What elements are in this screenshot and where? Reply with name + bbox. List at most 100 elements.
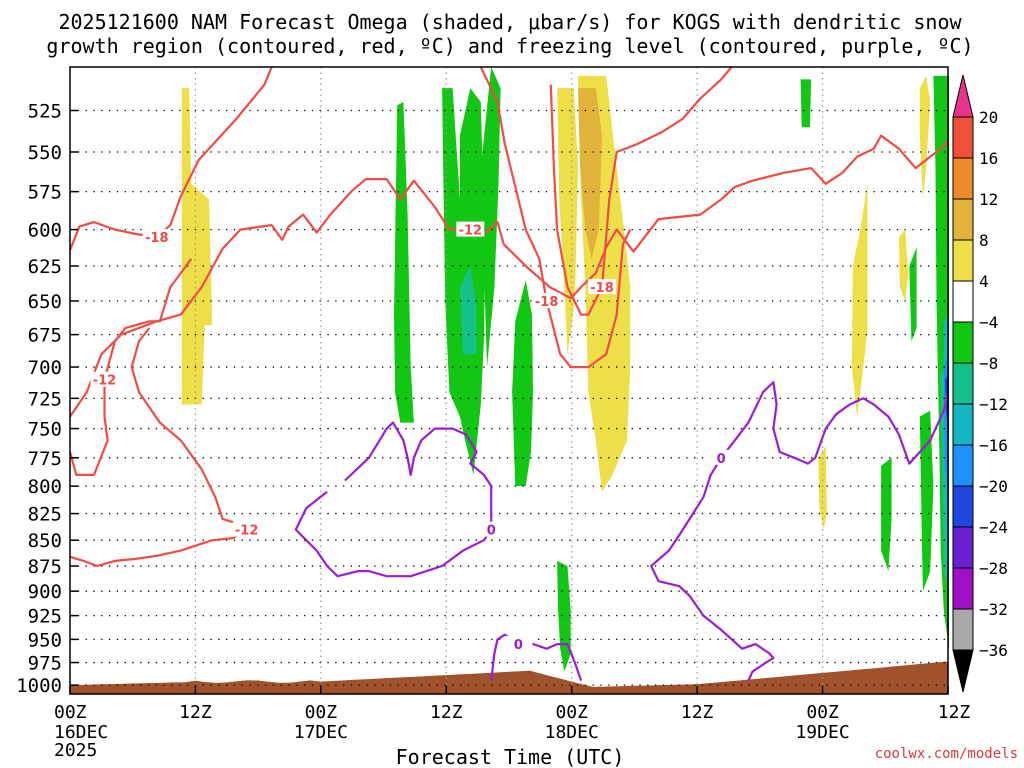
omega-patch <box>919 410 934 592</box>
colorbar-band <box>952 321 974 364</box>
y-tick-label: 775 <box>28 448 62 470</box>
colorbar-label: 4 <box>979 272 989 291</box>
omega-shading <box>181 67 949 672</box>
ground-surface <box>70 661 948 694</box>
dendritic-growth-contours: -18 -12 -18 -18 -12 -12 <box>68 66 949 568</box>
red-contour <box>68 66 273 251</box>
purple-contour <box>650 381 950 682</box>
colorbar-band <box>952 526 974 569</box>
colorbar-label: −8 <box>979 354 998 373</box>
y-tick-label: 825 <box>28 504 62 526</box>
colorbar-label: −36 <box>979 641 1008 660</box>
colorbar-bottom-triangle <box>952 649 974 693</box>
x-tick-date: 16DEC <box>54 722 108 743</box>
colorbar-band <box>952 362 974 405</box>
colorbar-top-triangle <box>952 74 974 118</box>
colorbar-band <box>952 444 974 487</box>
omega-patch <box>578 88 602 259</box>
colorbar-label: 12 <box>979 190 998 209</box>
colorbar-label: 16 <box>979 149 998 168</box>
colorbar-label: −16 <box>979 436 1008 455</box>
colorbar-label: 8 <box>979 231 989 250</box>
y-tick-label: 675 <box>28 325 62 347</box>
terrain-ground <box>70 661 948 694</box>
red-contour <box>549 66 733 316</box>
red-contour <box>69 134 949 418</box>
colorbar-band <box>952 567 974 610</box>
colorbar-label: −4 <box>979 313 998 332</box>
colorbar-band <box>952 239 974 282</box>
y-tick-label: 925 <box>28 606 62 628</box>
y-tick-label: 575 <box>28 182 62 204</box>
x-tick-time: 00Z <box>54 702 87 723</box>
x-tick-year: 2025 <box>54 740 97 761</box>
colorbar-label: 20 <box>979 108 998 127</box>
svg-text:-12: -12 <box>93 374 117 389</box>
omega-patch <box>394 102 414 423</box>
chart-title-line1: 2025121600 NAM Forecast Omega (shaded, μ… <box>58 10 962 34</box>
colorbar-band <box>952 608 974 651</box>
y-tick-label: 1000 <box>16 675 62 697</box>
chart-title-line2: growth region (contoured, red, ºC) and f… <box>46 34 973 58</box>
red-contour <box>479 66 632 369</box>
svg-text:-18: -18 <box>145 231 169 246</box>
y-tick-label: 625 <box>28 256 62 278</box>
y-tick-label: 850 <box>28 530 62 552</box>
colorbar-label: −24 <box>979 518 1008 537</box>
red-contour-label: -18 <box>588 279 617 296</box>
x-tick-date: 19DEC <box>795 722 849 743</box>
x-tick-time: 12Z <box>938 702 971 723</box>
omega-patch <box>919 75 931 200</box>
red-contour-label: -12 <box>456 221 485 239</box>
omega-patch <box>800 79 812 128</box>
omega-patch <box>557 88 578 355</box>
red-contour-label: -12 <box>90 371 119 389</box>
red-contour-label: -18 <box>532 292 561 310</box>
svg-text:-18: -18 <box>590 281 614 296</box>
omega-patch <box>512 280 533 487</box>
plot-frame <box>69 66 949 695</box>
colorbar-band <box>952 485 974 528</box>
x-tick-time: 00Z <box>806 702 839 723</box>
red-contour <box>69 327 248 568</box>
y-tick-label: 750 <box>28 419 62 441</box>
x-tick-time: 12Z <box>681 702 714 723</box>
purple-contour-label: 0 <box>477 521 506 539</box>
colorbar-band <box>952 157 974 200</box>
y-tick-label: 600 <box>28 220 62 242</box>
x-tick-time: 00Z <box>555 702 588 723</box>
site-credit[interactable]: coolwx.com/models <box>875 746 1018 762</box>
omega-patch <box>480 67 501 368</box>
purple-contour-label: 0 <box>504 636 533 653</box>
colorbar-band <box>952 116 974 159</box>
colorbar-label: −32 <box>979 600 1008 619</box>
x-tick-date: 18DEC <box>545 722 599 743</box>
x-tick-date: 17DEC <box>294 722 348 743</box>
svg-text:-12: -12 <box>459 224 483 239</box>
omega-patch <box>818 446 827 530</box>
y-tick-label: 725 <box>28 388 62 410</box>
colorbar-band <box>952 280 974 323</box>
colorbar-label: −12 <box>979 395 1008 414</box>
x-tick-time: 00Z <box>305 702 338 723</box>
red-contour <box>68 258 193 476</box>
omega-patch <box>557 560 571 672</box>
purple-contour <box>294 421 493 578</box>
colorbar-band <box>952 403 974 446</box>
red-contour-label: -18 <box>142 228 171 246</box>
y-tick-label: 800 <box>28 476 62 498</box>
omega-patch <box>881 457 892 572</box>
y-tick-label: 875 <box>28 556 62 578</box>
colorbar-label: −20 <box>979 477 1008 496</box>
y-tick-label: 700 <box>28 357 62 379</box>
y-tick-label: 550 <box>28 142 62 164</box>
svg-text:0: 0 <box>487 524 496 539</box>
purple-contour <box>490 633 583 682</box>
omega-patch <box>181 88 213 405</box>
omega-patch <box>459 266 477 355</box>
y-tick-label: 900 <box>28 581 62 603</box>
colorbar: 20 16 12 8 4 −4 −8 −12 −16 −20 −24 −28 −32 −36 <box>952 74 1008 693</box>
y-axis-ticks: 525 550 575 600 625 650 675 700 725 750 775 800 825 8… <box>16 101 78 697</box>
grid-lines <box>70 67 948 694</box>
